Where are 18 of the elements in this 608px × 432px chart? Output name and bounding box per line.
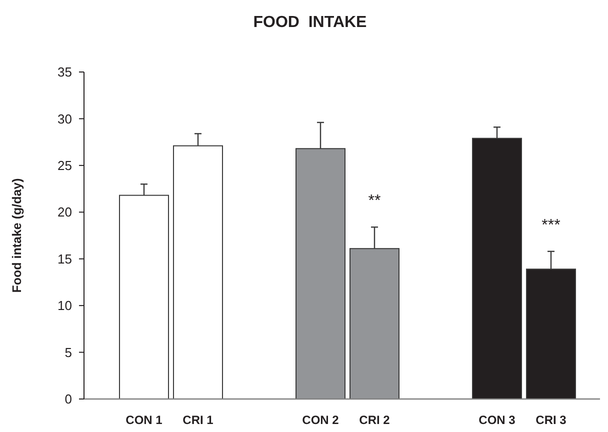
y-tick-label: 15 [58,251,72,266]
y-tick-label: 25 [58,158,72,173]
y-tick-label: 20 [58,204,72,220]
x-tick-label: CON 3 [478,413,516,427]
x-tick-label: CRI 1 [182,413,214,427]
annotation: ** [368,192,381,210]
y-tick-label: 5 [64,344,72,360]
x-tick-label: CRI 2 [359,413,390,427]
x-tick-label: CON 2 [302,413,340,427]
annotation: *** [542,216,560,234]
y-tick-label: 0 [64,392,72,407]
y-axis-title: Food intake (g/day) [10,178,24,293]
x-tick-label: CON 1 [126,413,163,427]
x-tick-label: CRI 3 [536,413,567,427]
y-tick-label: 10 [58,298,72,314]
y-tick-label: 30 [58,111,72,126]
chart-title: FOOD INTAKE [253,14,368,31]
y-tick-label: 35 [58,64,72,80]
